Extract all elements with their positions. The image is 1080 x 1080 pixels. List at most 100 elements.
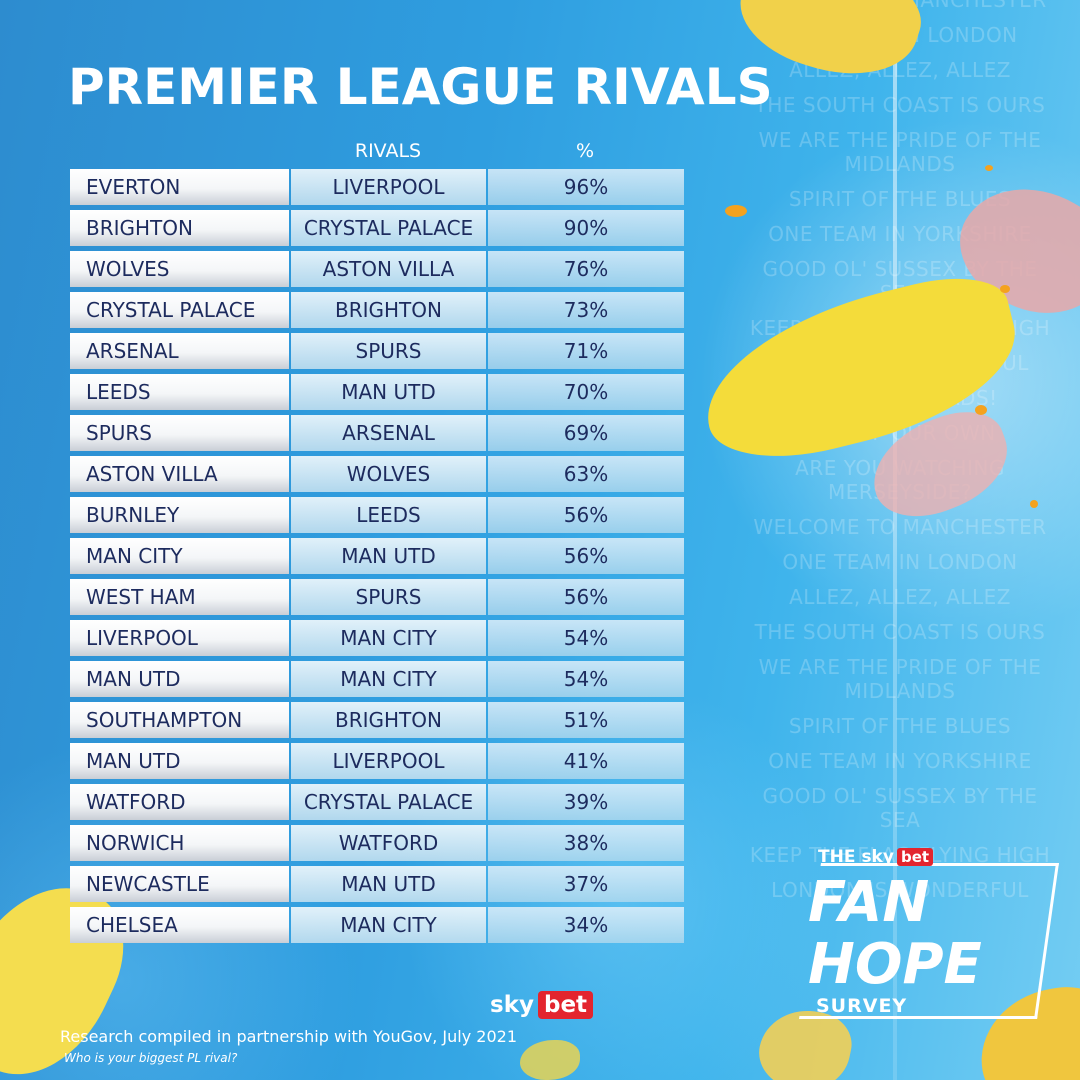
rivals-table: EVERTON LIVERPOOL 96% BRIGHTON CRYSTAL PALAC…: [70, 169, 684, 948]
fan-hope-survey-badge: THE sky bet FAN HOPE SURVEY: [799, 845, 1060, 1035]
rival-cell: LIVERPOOL: [291, 743, 486, 779]
badge-fan-text: FAN: [808, 870, 930, 935]
team-cell: NORWICH: [70, 825, 289, 861]
rival-cell: MAN CITY: [291, 907, 486, 943]
table-row: LIVERPOOL MAN CITY 54%: [70, 620, 684, 656]
percent-cell: 38%: [488, 825, 684, 861]
rival-cell: LEEDS: [291, 497, 486, 533]
logo-bet-text: bet: [537, 991, 594, 1019]
table-row: MAN UTD MAN CITY 54%: [70, 661, 684, 697]
team-cell: NEWCASTLE: [70, 866, 289, 902]
percent-cell: 73%: [488, 292, 684, 328]
percent-cell: 41%: [488, 743, 684, 779]
rival-cell: MAN UTD: [291, 374, 486, 410]
rival-cell: ASTON VILLA: [291, 251, 486, 287]
confetti-dot: [1030, 500, 1038, 508]
background-chant: WE ARE THE PRIDE OF THE MIDLANDS: [758, 128, 1042, 176]
table-row: CHELSEA MAN CITY 34%: [70, 907, 684, 943]
table-row: WEST HAM SPURS 56%: [70, 579, 684, 615]
rival-cell: MAN UTD: [291, 538, 486, 574]
confetti-dot: [1000, 285, 1010, 293]
percent-cell: 63%: [488, 456, 684, 492]
team-cell: SOUTHAMPTON: [70, 702, 289, 738]
percent-cell: 71%: [488, 333, 684, 369]
rival-cell: MAN UTD: [291, 866, 486, 902]
team-cell: BRIGHTON: [70, 210, 289, 246]
team-cell: SPURS: [70, 415, 289, 451]
page-title: PREMIER LEAGUE RIVALS: [68, 58, 773, 116]
background-chant: SPIRIT OF THE BLUES: [788, 187, 1012, 211]
percent-cell: 54%: [488, 661, 684, 697]
team-cell: WOLVES: [70, 251, 289, 287]
table-row: ASTON VILLA WOLVES 63%: [70, 456, 684, 492]
survey-question: Who is your biggest PL rival?: [64, 1051, 238, 1065]
confetti-dot: [975, 405, 987, 415]
rival-cell: BRIGHTON: [291, 702, 486, 738]
column-header-rivals: RIVALS: [354, 140, 422, 162]
table-header: RIVALS %: [70, 140, 684, 168]
percent-cell: 96%: [488, 169, 684, 205]
background-chant: ONE TEAM IN LONDON: [782, 550, 1018, 574]
percent-cell: 56%: [488, 579, 684, 615]
table-row: ARSENAL SPURS 71%: [70, 333, 684, 369]
percent-cell: 69%: [488, 415, 684, 451]
rival-cell: BRIGHTON: [291, 292, 486, 328]
percent-cell: 54%: [488, 620, 684, 656]
badge-brand-line: THE sky bet: [818, 847, 934, 867]
badge-the-text: THE: [818, 847, 856, 867]
team-cell: CRYSTAL PALACE: [70, 292, 289, 328]
percent-cell: 90%: [488, 210, 684, 246]
table-row: MAN UTD LIVERPOOL 41%: [70, 743, 684, 779]
table-row: SOUTHAMPTON BRIGHTON 51%: [70, 702, 684, 738]
sky-bet-logo: sky bet: [490, 990, 594, 1020]
badge-bet-text: bet: [896, 848, 934, 866]
team-cell: WEST HAM: [70, 579, 289, 615]
table-row: MAN CITY MAN UTD 56%: [70, 538, 684, 574]
team-cell: EVERTON: [70, 169, 289, 205]
background-chant: ALLEZ, ALLEZ, ALLEZ: [789, 585, 1011, 609]
rival-cell: MAN CITY: [291, 620, 486, 656]
percent-cell: 34%: [488, 907, 684, 943]
team-cell: MAN CITY: [70, 538, 289, 574]
team-cell: ARSENAL: [70, 333, 289, 369]
column-header-percent: %: [575, 140, 595, 162]
table-row: WOLVES ASTON VILLA 76%: [70, 251, 684, 287]
rival-cell: LIVERPOOL: [291, 169, 486, 205]
percent-cell: 56%: [488, 538, 684, 574]
team-cell: ASTON VILLA: [70, 456, 289, 492]
table-row: CRYSTAL PALACE BRIGHTON 73%: [70, 292, 684, 328]
team-cell: CHELSEA: [70, 907, 289, 943]
rival-cell: SPURS: [291, 579, 486, 615]
table-row: NORWICH WATFORD 38%: [70, 825, 684, 861]
table-row: EVERTON LIVERPOOL 96%: [70, 169, 684, 205]
table-row: NEWCASTLE MAN UTD 37%: [70, 866, 684, 902]
background-chant: SPIRIT OF THE BLUES: [788, 714, 1012, 738]
background-chant: LONDON IS WONDERFUL: [771, 878, 1029, 902]
rival-cell: CRYSTAL PALACE: [291, 784, 486, 820]
badge-hope-text: HOPE: [808, 932, 982, 997]
team-cell: BURNLEY: [70, 497, 289, 533]
table-row: BURNLEY LEEDS 56%: [70, 497, 684, 533]
rival-cell: WATFORD: [291, 825, 486, 861]
percent-cell: 56%: [488, 497, 684, 533]
percent-cell: 39%: [488, 784, 684, 820]
confetti-petal: [520, 1040, 580, 1080]
rival-cell: WOLVES: [291, 456, 486, 492]
confetti-dot: [985, 165, 993, 171]
percent-cell: 70%: [488, 374, 684, 410]
team-cell: MAN UTD: [70, 743, 289, 779]
background-chant: THE SOUTH COAST IS OURS: [754, 620, 1046, 644]
table-row: SPURS ARSENAL 69%: [70, 415, 684, 451]
table-row: BRIGHTON CRYSTAL PALACE 90%: [70, 210, 684, 246]
team-cell: LEEDS: [70, 374, 289, 410]
background-chant: WE ARE THE PRIDE OF THE MIDLANDS: [758, 655, 1042, 703]
team-cell: WATFORD: [70, 784, 289, 820]
background-light-streak: [893, 0, 897, 1080]
rival-cell: MAN CITY: [291, 661, 486, 697]
background-chant: ALLEZ, ALLEZ, ALLEZ: [789, 58, 1011, 82]
team-cell: MAN UTD: [70, 661, 289, 697]
background-chant: WELCOME TO MANCHESTER: [753, 515, 1047, 539]
table-row: WATFORD CRYSTAL PALACE 39%: [70, 784, 684, 820]
percent-cell: 76%: [488, 251, 684, 287]
